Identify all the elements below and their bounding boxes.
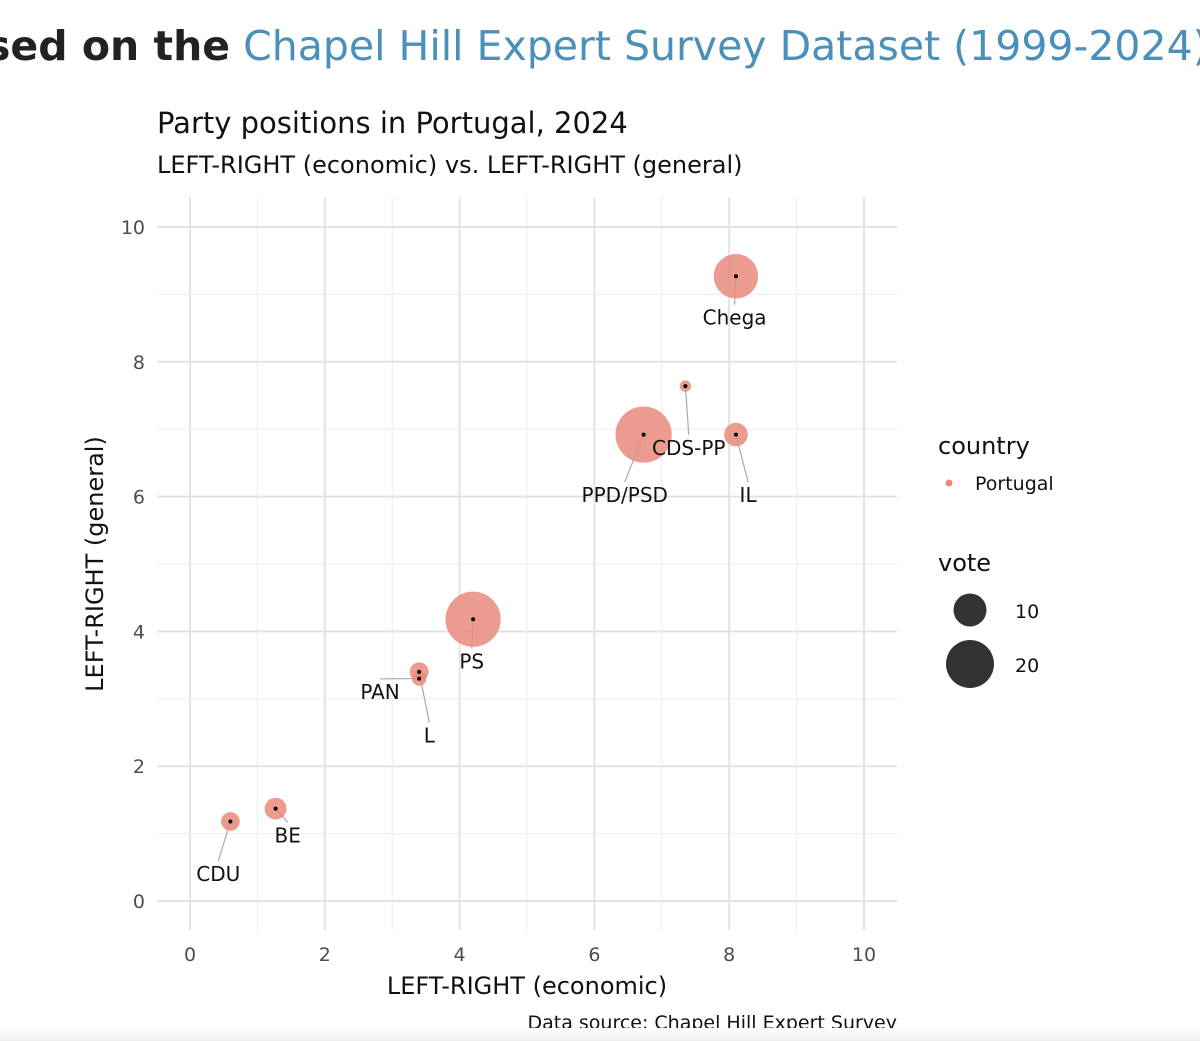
y-axis-label: LEFT-RIGHT (general) [81, 436, 109, 692]
x-tick-label: 6 [588, 944, 600, 966]
label-ps: PS [459, 649, 484, 673]
page-banner: sed on the Chapel Hill Expert Survey Dat… [0, 18, 1200, 80]
legend-vote-label-20: 20 [1015, 655, 1039, 677]
center-dot-cds-pp [683, 384, 688, 389]
label-ppd-psd: PPD/PSD [582, 483, 668, 507]
label-cds-pp: CDS-PP [652, 436, 725, 460]
center-dot-chega [733, 274, 738, 279]
dataset-link[interactable]: Chapel Hill Expert Survey Dataset (1999-… [243, 22, 1200, 70]
leader-cds-pp [684, 386, 690, 435]
center-dot-cdu [228, 819, 233, 824]
x-tick-label: 0 [184, 944, 196, 966]
legend: country Portugal vote 10 20 [938, 432, 1054, 688]
label-l: L [424, 724, 436, 748]
legend-vote-key-20 [946, 640, 994, 688]
y-tick-label: 8 [133, 352, 145, 374]
x-tick-label: 4 [454, 944, 466, 966]
point-centers [228, 274, 738, 824]
y-tick-label: 2 [133, 756, 145, 778]
y-tick-label: 10 [121, 217, 145, 239]
center-dot-l [417, 669, 422, 674]
legend-vote-title: vote [938, 549, 991, 577]
label-chega: Chega [703, 306, 767, 330]
chart-subtitle: LEFT-RIGHT (economic) vs. LEFT-RIGHT (ge… [157, 151, 743, 179]
y-tick-label: 6 [133, 487, 145, 509]
y-tick-label: 4 [133, 621, 145, 643]
point-labels: Chega CDS-PP IL PPD/PSD PS PAN L BE CDU [196, 306, 766, 886]
legend-country-title: country [938, 432, 1030, 460]
chart-title: Party positions in Portugal, 2024 [157, 106, 628, 140]
center-dot-il [733, 432, 738, 437]
y-tick-label: 0 [133, 891, 145, 913]
center-dot-pan [417, 676, 422, 681]
x-tick-label: 8 [723, 944, 735, 966]
legend-country-key [945, 479, 953, 487]
label-il: IL [740, 483, 758, 507]
legend-vote-key-10 [953, 593, 987, 627]
x-tick-label: 10 [852, 944, 876, 966]
center-dot-be [273, 806, 278, 811]
legend-country-item: Portugal [975, 473, 1054, 495]
label-cdu: CDU [196, 862, 240, 886]
data-points [221, 254, 759, 831]
legend-vote-label-10: 10 [1015, 601, 1039, 623]
banner-bold-text: sed on the [0, 22, 231, 70]
label-leader-lines [217, 276, 749, 861]
label-be: BE [275, 823, 301, 847]
grid-lines [157, 197, 897, 930]
footer-strip [0, 1028, 1200, 1041]
x-axis-label: LEFT-RIGHT (economic) [387, 972, 667, 1000]
center-dot-ppd-psd [641, 432, 646, 437]
label-pan: PAN [360, 680, 399, 704]
tick-labels: 0 2 4 6 8 10 0 2 4 6 8 10 [121, 217, 876, 966]
x-tick-label: 2 [319, 944, 331, 966]
center-dot-ps [471, 617, 476, 622]
